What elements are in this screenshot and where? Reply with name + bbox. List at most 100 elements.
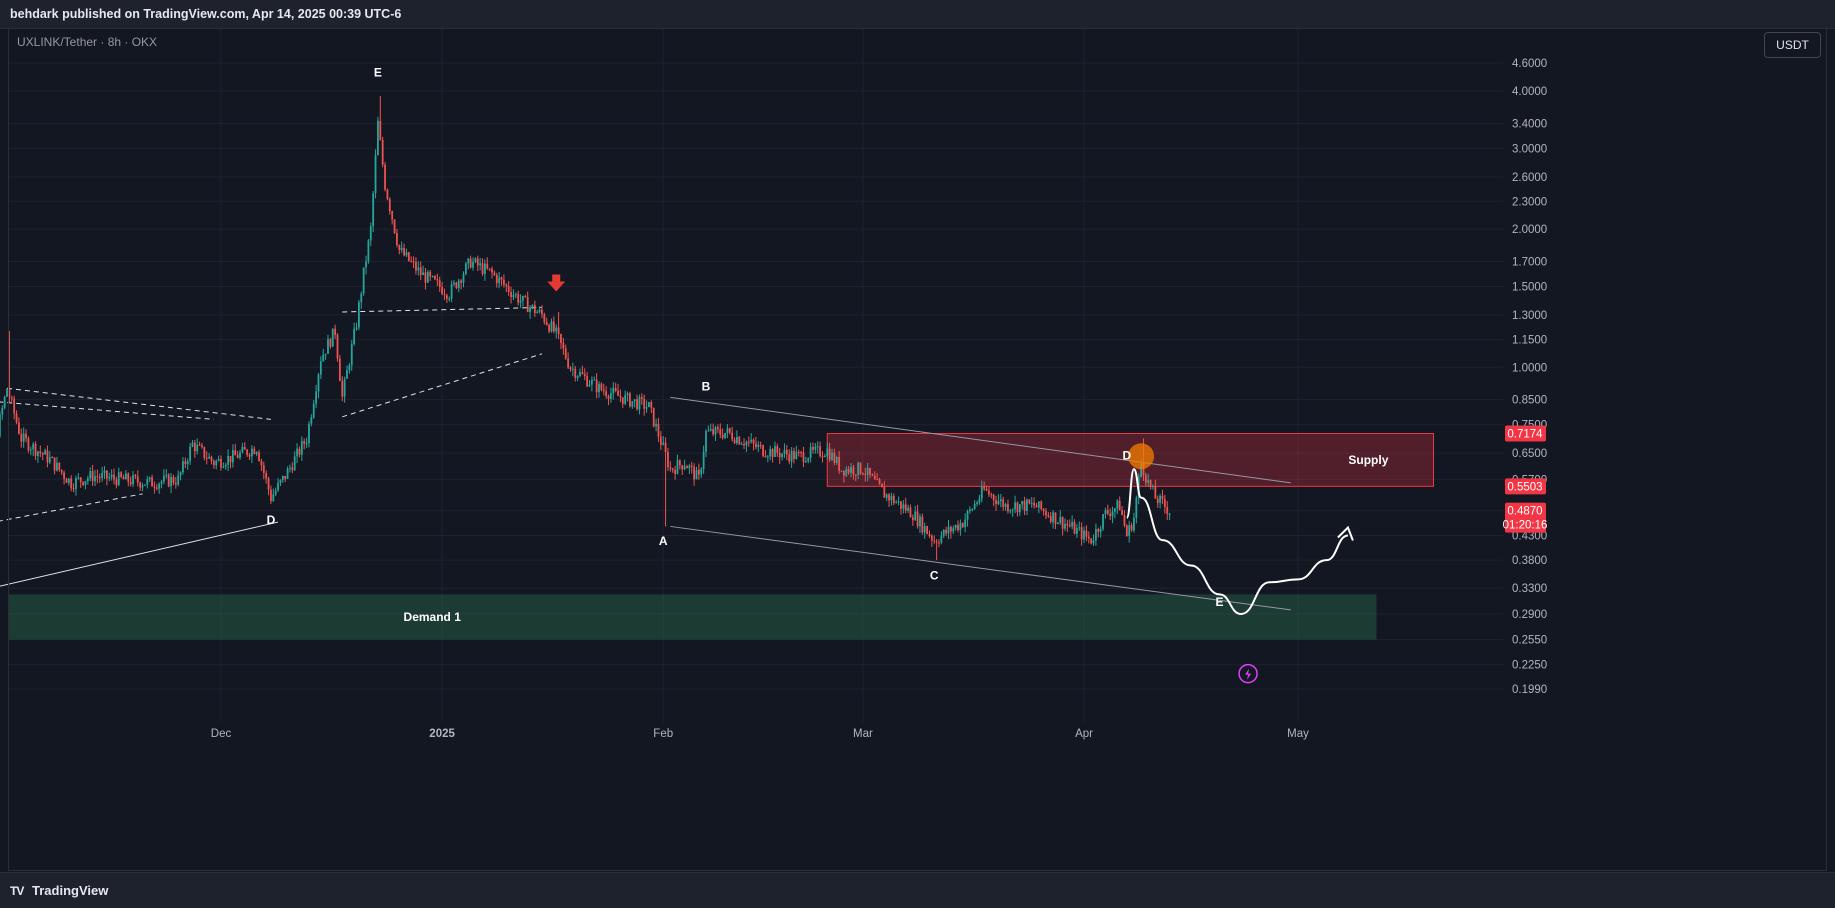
- candle: [1011, 509, 1014, 511]
- candle: [488, 268, 491, 270]
- candle: [115, 479, 118, 486]
- candle: [971, 509, 974, 511]
- candle: [545, 321, 548, 325]
- wave-label-c: C: [930, 568, 939, 582]
- candle: [757, 445, 760, 448]
- price-tick: 1.0000: [1512, 362, 1547, 374]
- candle: [372, 193, 375, 227]
- candle: [148, 477, 151, 480]
- chart-grid: [8, 28, 1503, 722]
- candle: [1004, 504, 1007, 507]
- candle: [1159, 495, 1162, 504]
- candle: [1014, 502, 1016, 510]
- projection-arrowhead: [1337, 525, 1354, 541]
- candle: [957, 524, 959, 530]
- candle: [1099, 528, 1102, 532]
- candle: [222, 466, 225, 468]
- candle: [669, 467, 672, 469]
- candle: [146, 479, 149, 485]
- candle: [182, 461, 184, 473]
- candle: [341, 380, 344, 397]
- candle: [312, 403, 315, 418]
- candle: [562, 342, 565, 349]
- candle: [63, 472, 65, 479]
- candle: [671, 468, 674, 470]
- candle: [443, 294, 446, 296]
- candle: [900, 501, 902, 509]
- candle: [174, 483, 177, 485]
- candle: [310, 417, 313, 424]
- candle: [930, 536, 933, 541]
- candle: [6, 388, 8, 397]
- candle: [633, 399, 636, 402]
- candle: [755, 443, 757, 448]
- candle: [210, 456, 213, 462]
- price-tick: 0.3300: [1512, 583, 1547, 595]
- candle: [98, 477, 101, 479]
- candle: [864, 474, 867, 476]
- candle: [845, 468, 848, 476]
- candle: [543, 314, 546, 322]
- candle: [1114, 508, 1116, 512]
- candle: [783, 449, 786, 454]
- candle: [612, 388, 615, 394]
- candle: [862, 473, 864, 475]
- candle: [512, 294, 515, 298]
- candle: [1121, 510, 1123, 515]
- candle: [357, 302, 360, 328]
- candle: [919, 516, 921, 527]
- candle: [747, 441, 750, 443]
- candle: [125, 473, 127, 480]
- candle: [752, 439, 755, 444]
- candle: [419, 267, 422, 276]
- candle: [769, 449, 772, 457]
- candle: [448, 298, 451, 300]
- candle: [1049, 516, 1052, 523]
- candle: [215, 460, 218, 466]
- price-tick: 1.5000: [1512, 281, 1547, 293]
- price-tick: 0.4300: [1512, 530, 1547, 542]
- candle: [897, 501, 900, 503]
- candle: [831, 452, 833, 461]
- trendline-lower: [0, 521, 279, 587]
- price-tick: 0.2900: [1512, 609, 1547, 621]
- candle: [840, 470, 843, 472]
- candle: [947, 526, 950, 534]
- supply-label: Supply: [1348, 453, 1388, 467]
- candle: [158, 483, 161, 489]
- candle: [1168, 513, 1171, 515]
- candle: [705, 430, 707, 452]
- candle: [231, 450, 234, 463]
- candle: [726, 428, 729, 434]
- candle: [942, 529, 945, 536]
- candle: [410, 260, 413, 262]
- currency-button[interactable]: USDT: [1764, 32, 1821, 58]
- highlight-circle: [1128, 443, 1155, 470]
- candle: [281, 475, 284, 480]
- candle: [208, 456, 211, 459]
- tradingview-logo-icon: TV: [10, 884, 24, 898]
- wave-label-d: D: [1122, 448, 1131, 462]
- candle: [144, 484, 146, 486]
- candle: [976, 502, 978, 504]
- candle: [809, 447, 812, 459]
- demand-label: Demand 1: [404, 610, 462, 624]
- candle: [657, 423, 660, 437]
- candle: [1064, 523, 1066, 529]
- candle: [1102, 514, 1104, 529]
- candle: [847, 468, 850, 473]
- candle: [821, 456, 824, 458]
- candle: [1128, 525, 1131, 537]
- candle: [1116, 500, 1119, 509]
- candle: [1071, 522, 1074, 527]
- candle: [548, 324, 550, 332]
- candle: [374, 155, 377, 194]
- candle: [866, 467, 869, 475]
- candle: [108, 477, 111, 479]
- candle: [255, 452, 258, 454]
- candle: [731, 432, 734, 440]
- candle: [67, 478, 70, 483]
- price-tick: 1.3000: [1512, 310, 1547, 322]
- brand[interactable]: TV TradingView: [10, 883, 108, 898]
